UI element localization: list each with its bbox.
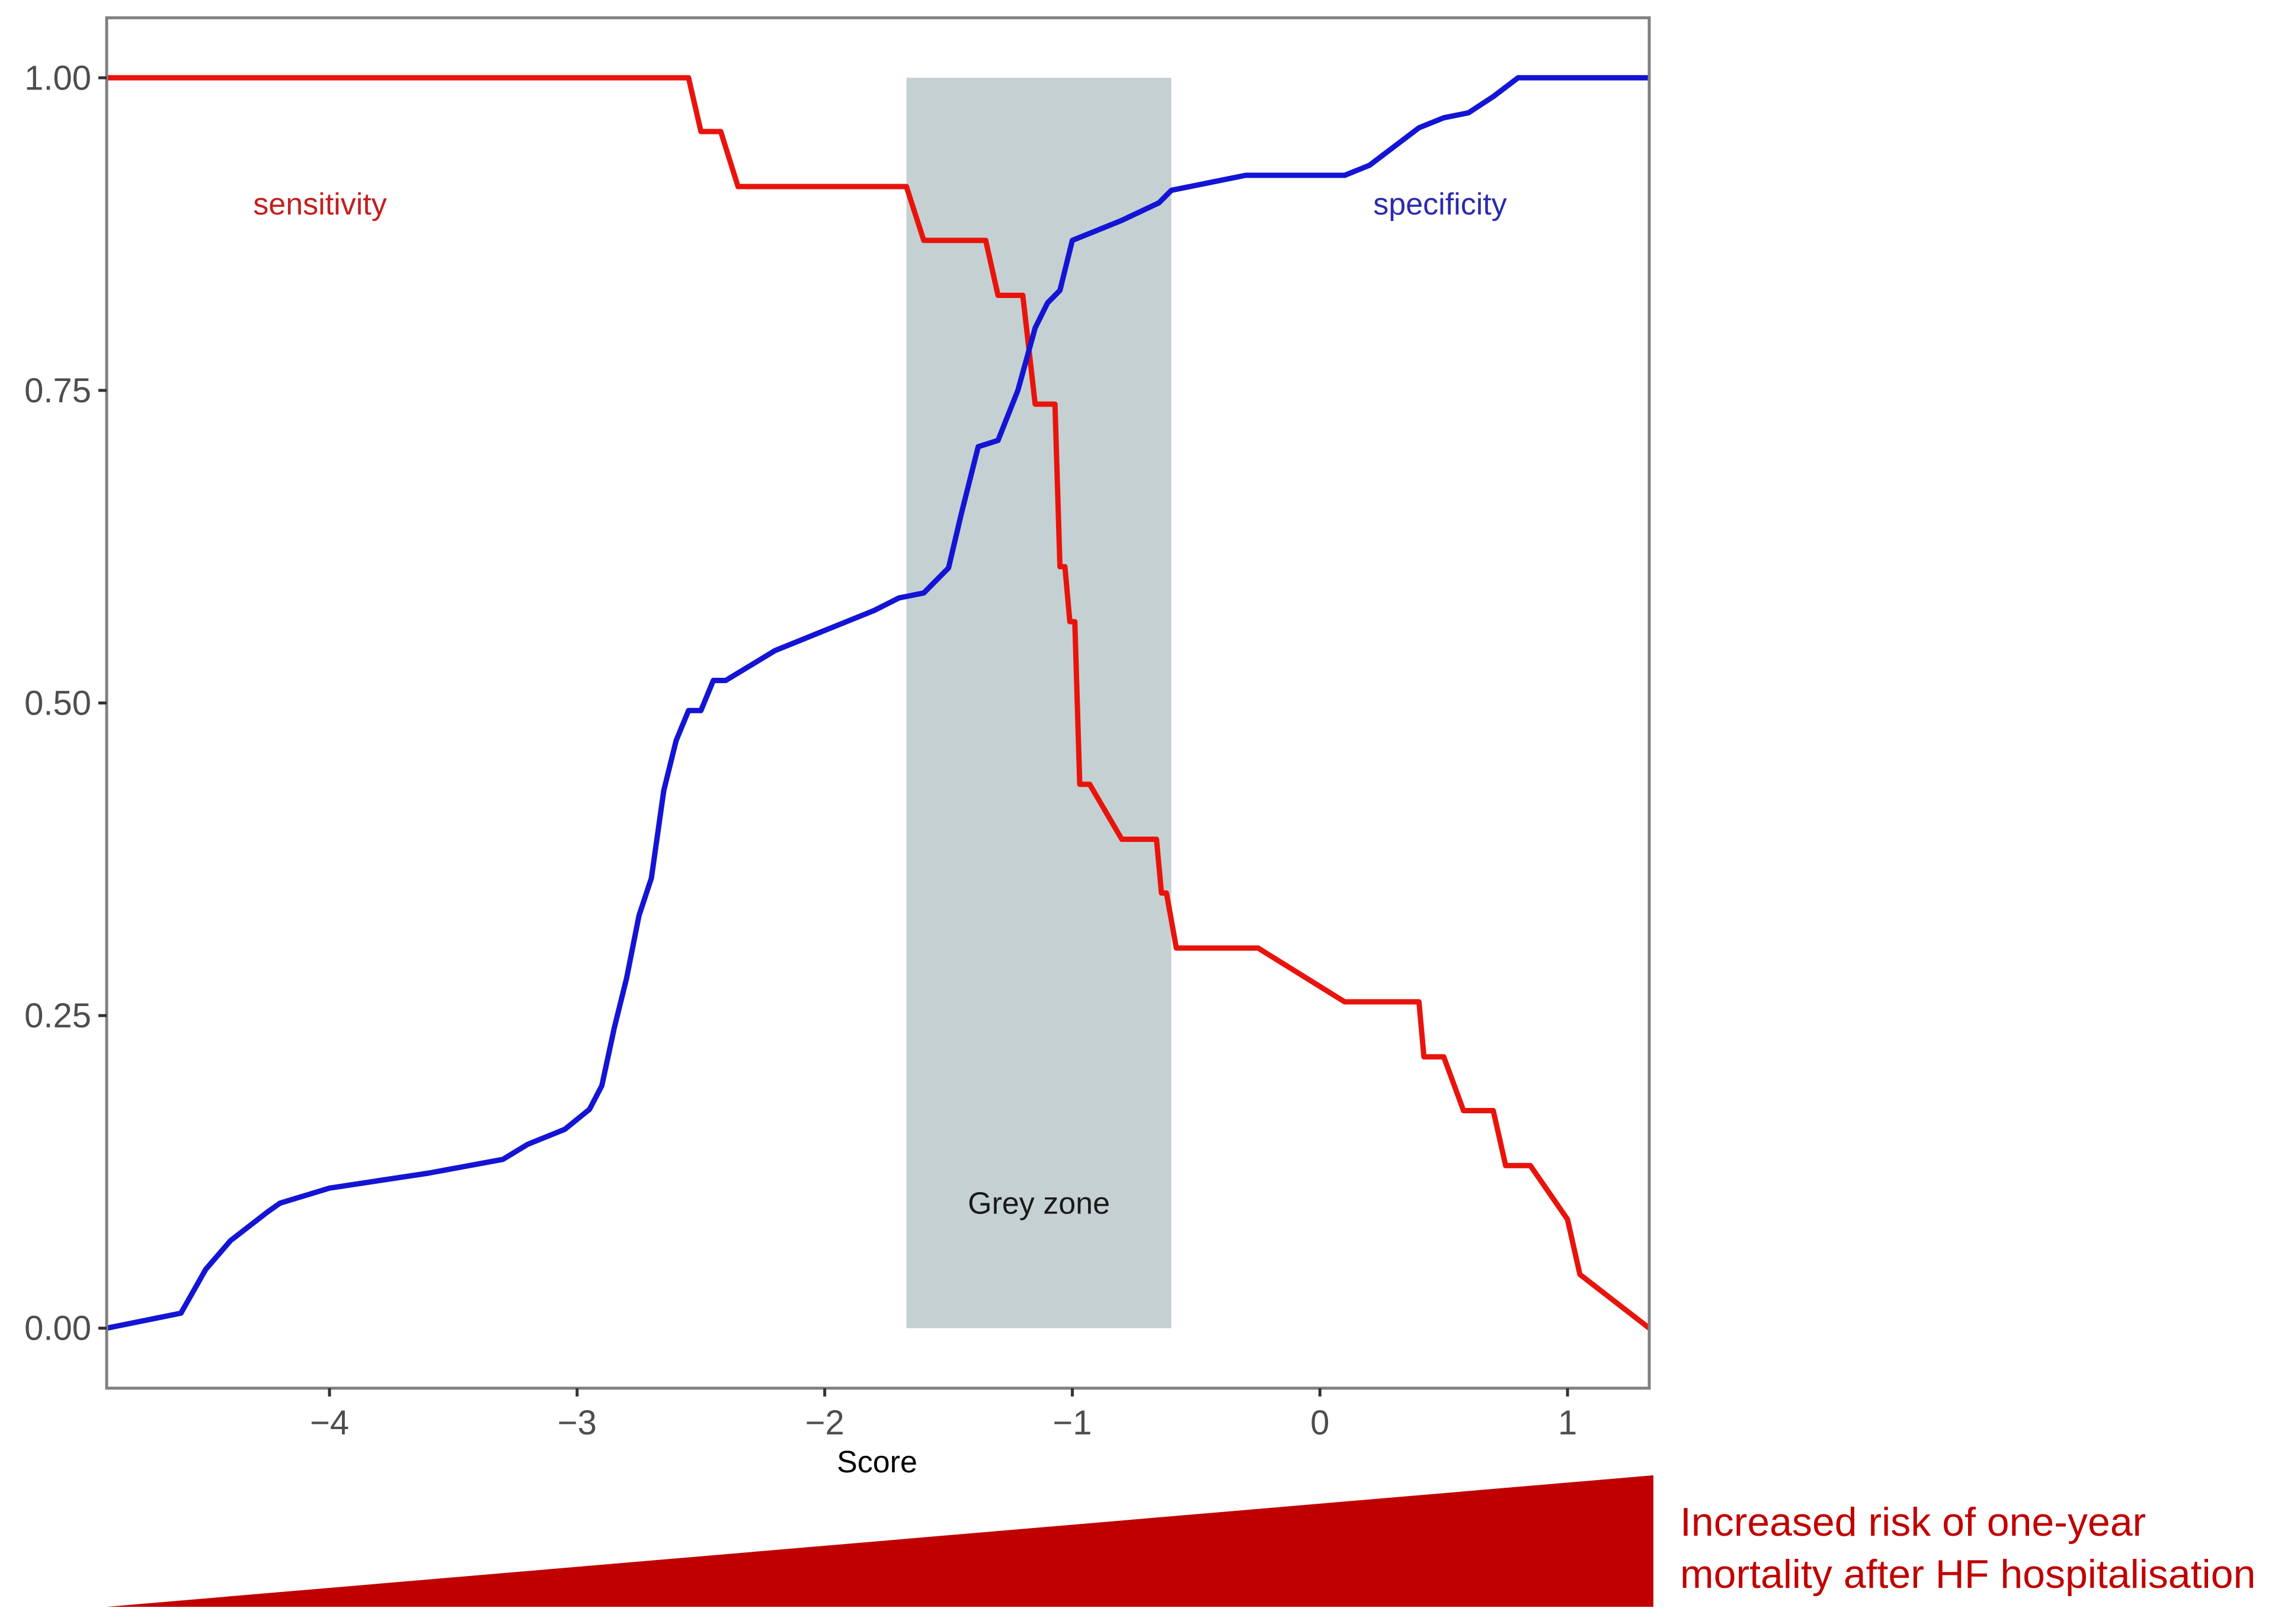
specificity-annotation: specificity xyxy=(1373,187,1506,222)
grey-zone-band xyxy=(906,78,1172,1328)
risk-caption-line1: Increased risk of one-year xyxy=(1680,1500,2146,1545)
x-axis-title: Score xyxy=(837,1445,917,1479)
risk-wedge xyxy=(107,1475,1653,1607)
y-axis: 0.00 0.25 0.50 0.75 1.00 xyxy=(24,59,107,1348)
y-tick-label: 1.00 xyxy=(24,59,91,97)
x-axis: −4 −3 −2 −1 0 1 xyxy=(310,1388,1577,1442)
x-tick-label: 1 xyxy=(1558,1404,1577,1442)
sensitivity-line xyxy=(107,75,1651,1331)
y-tick-label: 0.25 xyxy=(24,997,91,1035)
x-tick-label: −1 xyxy=(1052,1404,1092,1442)
risk-caption-line2: mortality after HF hospitalisation xyxy=(1680,1552,2255,1597)
grey-zone-label: Grey zone xyxy=(968,1187,1110,1221)
specificity-line xyxy=(106,75,1649,1331)
y-tick-label: 0.50 xyxy=(24,684,91,723)
x-tick-label: −4 xyxy=(310,1404,349,1442)
x-tick-label: −2 xyxy=(805,1404,844,1442)
x-tick-label: 0 xyxy=(1310,1404,1329,1442)
x-tick-label: −3 xyxy=(558,1404,597,1442)
sensitivity-annotation: sensitivity xyxy=(253,187,386,222)
y-tick-label: 0.75 xyxy=(24,371,91,410)
y-tick-label: 0.00 xyxy=(24,1309,91,1348)
